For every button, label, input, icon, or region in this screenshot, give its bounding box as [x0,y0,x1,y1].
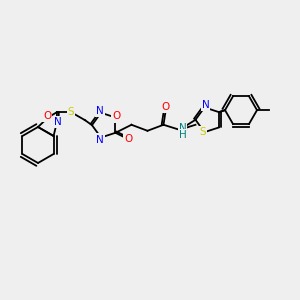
Text: N: N [202,100,209,110]
Text: N: N [96,106,104,116]
Text: S: S [68,107,74,117]
Text: O: O [43,111,51,122]
Text: N: N [96,134,104,145]
Text: N: N [178,123,186,133]
Text: N: N [54,117,62,128]
Text: S: S [199,127,206,137]
Text: O: O [124,134,133,144]
Text: O: O [161,102,169,112]
Text: H: H [178,130,186,140]
Text: O: O [112,112,121,122]
